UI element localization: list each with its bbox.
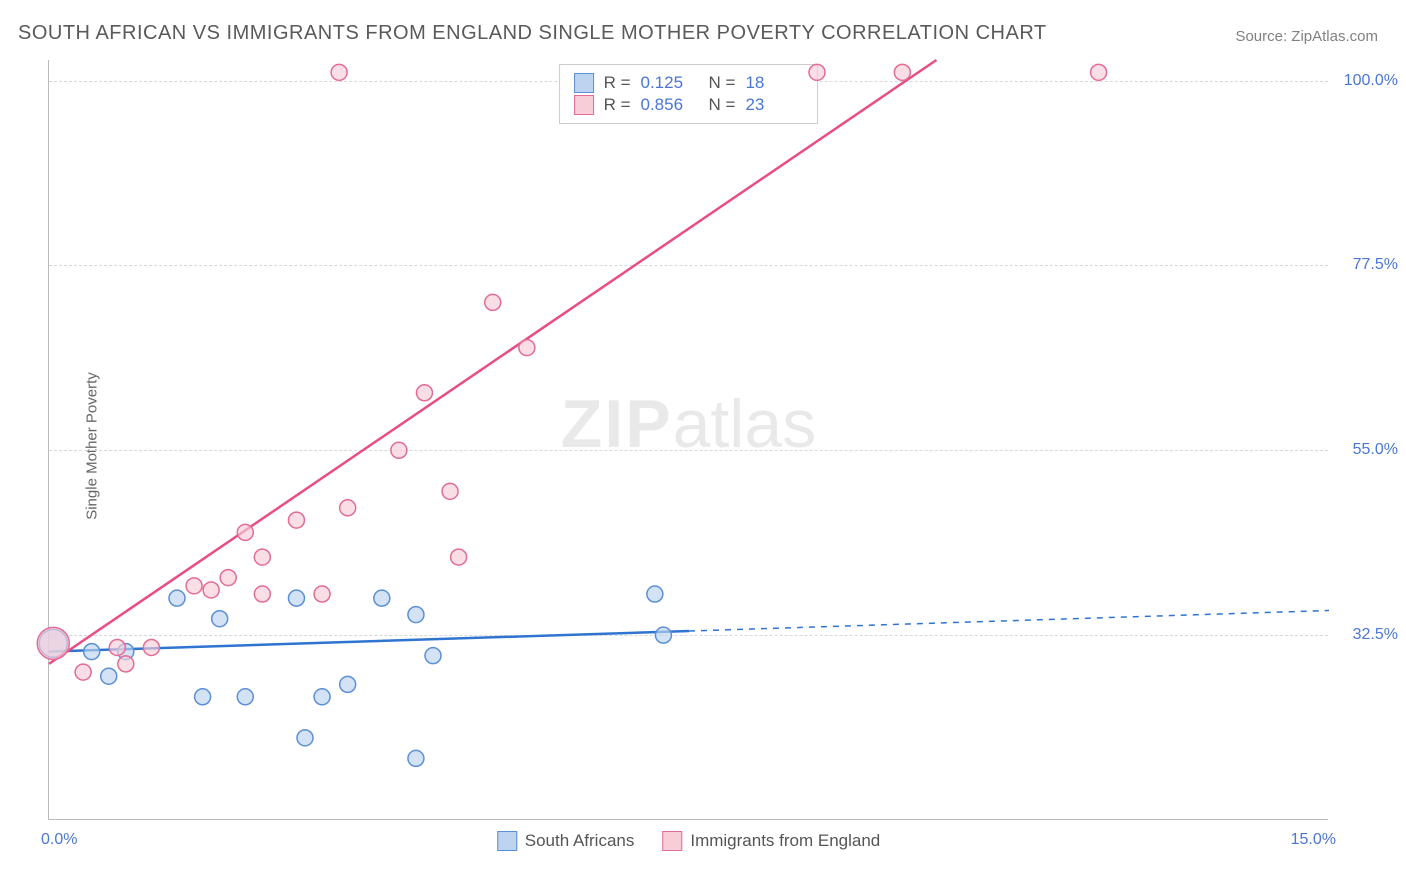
data-point-immigrants_england (254, 586, 270, 602)
x-tick-min: 0.0% (41, 831, 77, 849)
data-point-immigrants_england (220, 570, 236, 586)
data-point-immigrants_england (186, 578, 202, 594)
data-point-immigrants_england (314, 586, 330, 602)
data-point-immigrants_england (894, 64, 910, 80)
chart-container: SOUTH AFRICAN VS IMMIGRANTS FROM ENGLAND… (0, 0, 1406, 892)
data-point-south_africans (425, 648, 441, 664)
data-point-immigrants_england (254, 549, 270, 565)
legend-swatch (497, 831, 517, 851)
chart-title: SOUTH AFRICAN VS IMMIGRANTS FROM ENGLAND… (18, 22, 1047, 45)
y-tick-label: 100.0% (1338, 72, 1398, 90)
scatter-svg (49, 60, 1328, 819)
data-point-south_africans (340, 676, 356, 692)
data-point-immigrants_england (485, 294, 501, 310)
data-point-south_africans (408, 607, 424, 623)
y-tick-label: 77.5% (1338, 256, 1398, 274)
data-point-south_africans (84, 644, 100, 660)
data-point-immigrants_england (451, 549, 467, 565)
data-point-immigrants_england (109, 639, 125, 655)
data-point-south_africans (314, 689, 330, 705)
data-point-south_africans (212, 611, 228, 627)
data-point-immigrants_england (416, 385, 432, 401)
trend-line-dashed-south_africans (689, 610, 1329, 631)
data-point-immigrants_england (391, 442, 407, 458)
legend-label: South Africans (525, 831, 635, 851)
legend-swatch (662, 831, 682, 851)
x-tick-max: 15.0% (1291, 831, 1336, 849)
y-tick-label: 32.5% (1338, 626, 1398, 644)
data-point-immigrants_england (288, 512, 304, 528)
y-tick-label: 55.0% (1338, 441, 1398, 459)
data-point-immigrants_england (809, 64, 825, 80)
data-point-south_africans (655, 627, 671, 643)
data-point-south_africans (374, 590, 390, 606)
data-point-immigrants_england (331, 64, 347, 80)
data-point-immigrants_england (143, 639, 159, 655)
data-point-immigrants_england (340, 500, 356, 516)
data-point-south_africans (195, 689, 211, 705)
legend-label: Immigrants from England (690, 831, 880, 851)
data-point-immigrants_england (118, 656, 134, 672)
data-point-south_africans (169, 590, 185, 606)
legend-item-immigrants_england: Immigrants from England (662, 831, 880, 851)
source-label: Source: ZipAtlas.com (1235, 28, 1378, 45)
data-point-south_africans (237, 689, 253, 705)
data-point-immigrants_england (37, 627, 69, 659)
data-point-south_africans (101, 668, 117, 684)
data-point-immigrants_england (1091, 64, 1107, 80)
trend-line-immigrants_england (49, 60, 936, 664)
data-point-immigrants_england (237, 524, 253, 540)
data-point-south_africans (647, 586, 663, 602)
data-point-immigrants_england (442, 483, 458, 499)
data-point-immigrants_england (75, 664, 91, 680)
legend-item-south_africans: South Africans (497, 831, 635, 851)
series-legend: South Africans Immigrants from England (497, 831, 881, 851)
data-point-immigrants_england (203, 582, 219, 598)
data-point-south_africans (408, 750, 424, 766)
data-point-south_africans (297, 730, 313, 746)
data-point-south_africans (288, 590, 304, 606)
plot-area: ZIPatlas 32.5%55.0%77.5%100.0% R =0.125N… (48, 60, 1328, 820)
data-point-immigrants_england (519, 340, 535, 356)
